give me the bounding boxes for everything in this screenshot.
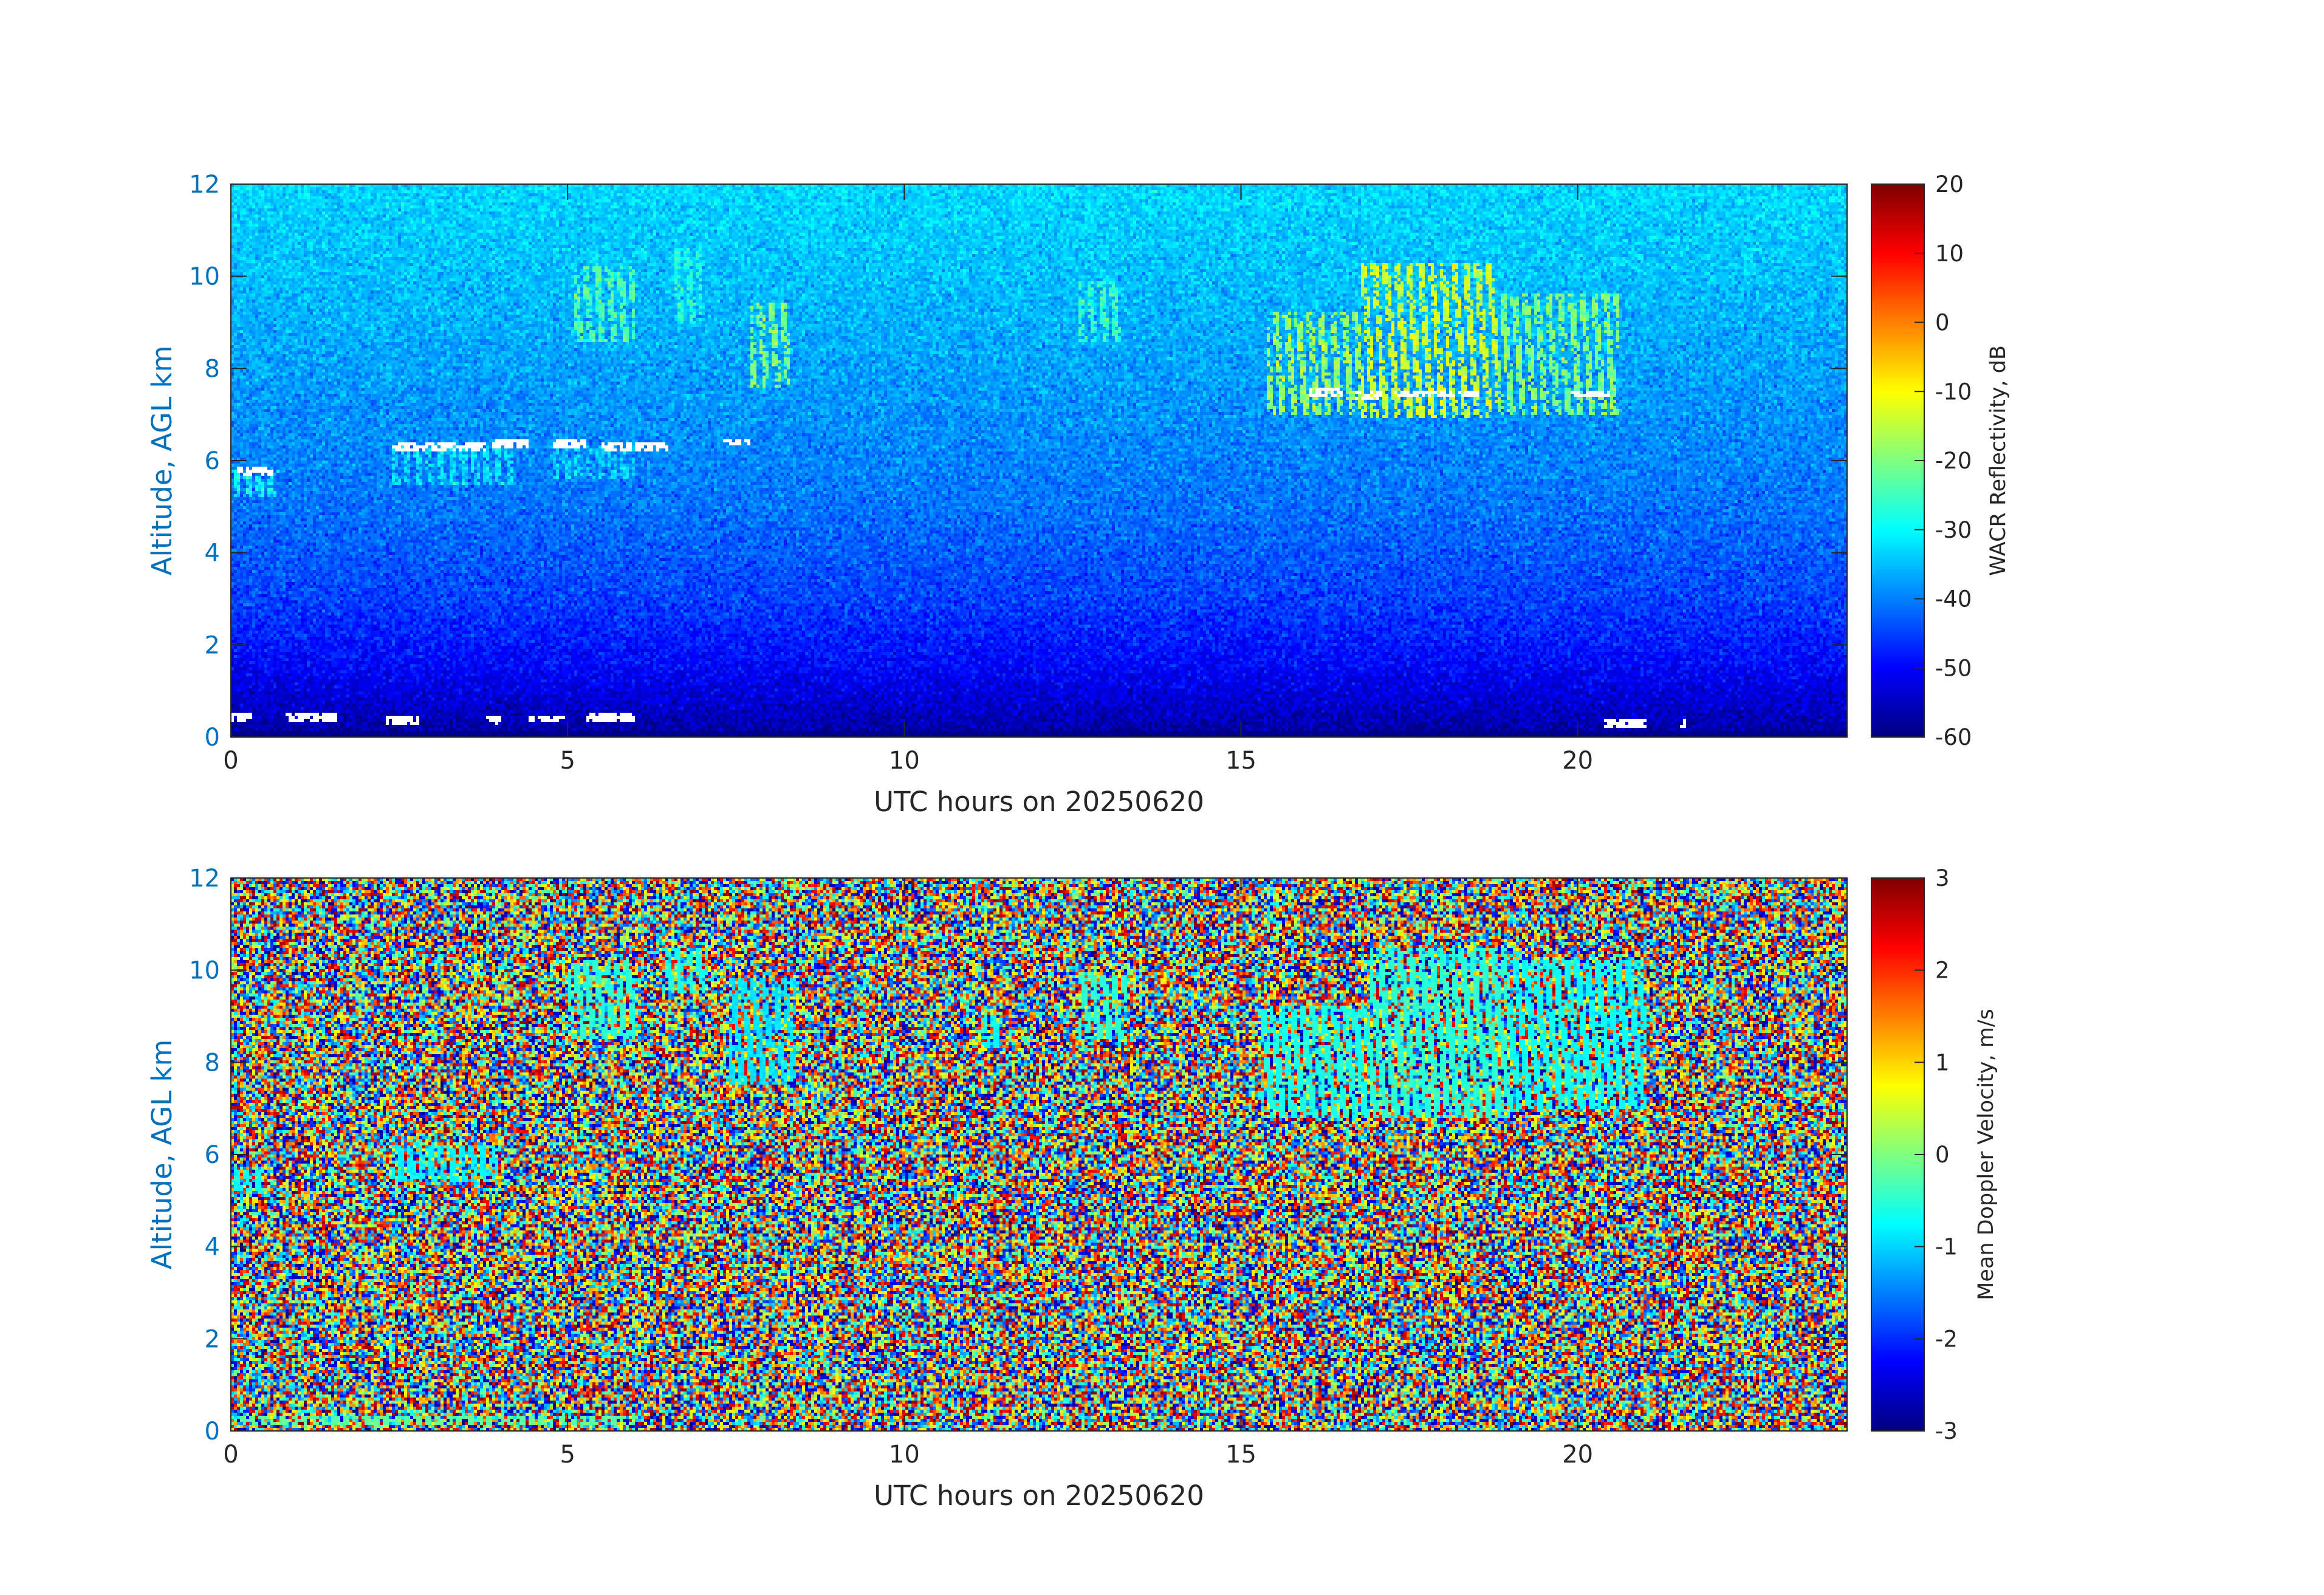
velocity-y-tick-label: 2 [205, 1325, 220, 1353]
velocity-colorbar-tick-label: -1 [1935, 1234, 1958, 1260]
reflectivity-colorbar-tick-label: -20 [1935, 448, 1972, 474]
reflectivity-colorbar-tick-label: -40 [1935, 586, 1972, 612]
reflectivity-colorbar-tick-label: -10 [1935, 379, 1972, 405]
reflectivity-x-tick-label: 0 [223, 747, 238, 775]
reflectivity-colorbar-ticks: 20 10 0 -10 -20 -30 -40 -50 -60 [1914, 171, 1972, 750]
velocity-colorbar-ticks: 3 2 1 0 -1 -2 -3 [1914, 865, 1958, 1444]
velocity-x-ticks: 0 5 10 15 20 [223, 878, 1593, 1469]
velocity-heatmap [231, 878, 1847, 1431]
velocity-colorbar-tick-label: -3 [1935, 1418, 1958, 1444]
reflectivity-colorbar-tick-label: 10 [1935, 241, 1964, 267]
velocity-colorbar-label: Mean Doppler Velocity, m/s [1974, 1009, 1998, 1300]
velocity-y-tick-label: 8 [205, 1049, 220, 1077]
velocity-colorbar-tick-label: 3 [1935, 865, 1950, 891]
velocity-y-tick-label: 12 [189, 865, 220, 893]
reflectivity-y-tick-label: 10 [189, 263, 220, 291]
reflectivity-x-ticks: 0 5 10 15 20 [223, 184, 1593, 775]
velocity-x-tick-label: 10 [889, 1441, 920, 1469]
reflectivity-colorbar-tick-label: 20 [1935, 171, 1964, 197]
velocity-y-tick-label: 10 [189, 957, 220, 985]
reflectivity-colorbar-tick-label: -30 [1935, 517, 1972, 543]
reflectivity-x-axis-title: UTC hours on 20250620 [874, 786, 1204, 818]
velocity-colorbar-tick-label: 0 [1935, 1142, 1950, 1168]
reflectivity-x-tick-label: 10 [889, 747, 920, 775]
velocity-x-axis-title: UTC hours on 20250620 [874, 1480, 1204, 1512]
velocity-y-axis-title: Altitude, AGL km [146, 1040, 178, 1270]
reflectivity-y-tick-label: 2 [205, 631, 220, 659]
velocity-x-tick-label: 15 [1225, 1441, 1256, 1469]
reflectivity-x-tick-label: 5 [560, 747, 575, 775]
reflectivity-x-tick-label: 20 [1562, 747, 1593, 775]
reflectivity-colorbar-tick-label: -50 [1935, 655, 1972, 681]
reflectivity-colorbar-label: WACR Reflectivity, dB [1986, 345, 2010, 576]
reflectivity-y-tick-label: 12 [189, 171, 220, 199]
reflectivity-y-axis-title: Altitude, AGL km [146, 346, 178, 576]
velocity-y-tick-label: 6 [205, 1141, 220, 1169]
velocity-colorbar-tick-label: 2 [1935, 958, 1950, 984]
reflectivity-colorbar-tick-label: 0 [1935, 310, 1950, 336]
velocity-x-tick-label: 5 [560, 1441, 575, 1469]
reflectivity-heatmap [231, 184, 1847, 737]
velocity-y-tick-label: 0 [205, 1418, 220, 1446]
reflectivity-x-tick-label: 15 [1225, 747, 1256, 775]
reflectivity-y-tick-label: 8 [205, 355, 220, 383]
velocity-x-tick-label: 20 [1562, 1441, 1593, 1469]
velocity-y-tick-label: 4 [205, 1233, 220, 1261]
reflectivity-y-tick-label: 6 [205, 447, 220, 475]
reflectivity-y-tick-label: 0 [205, 724, 220, 752]
velocity-x-tick-label: 0 [223, 1441, 238, 1469]
velocity-colorbar-tick-label: -2 [1935, 1326, 1958, 1352]
velocity-y-ticks: 0 2 4 6 8 10 12 [189, 865, 1847, 1446]
reflectivity-panel: 0 5 10 15 20 0 2 4 6 8 10 12 UTC hours on 20250620… [146, 171, 2010, 818]
reflectivity-y-tick-label: 4 [205, 540, 220, 568]
reflectivity-y-ticks: 0 2 4 6 8 10 12 [189, 171, 1847, 752]
reflectivity-colorbar-tick-label: -60 [1935, 724, 1972, 750]
velocity-colorbar-tick-label: 1 [1935, 1049, 1950, 1075]
